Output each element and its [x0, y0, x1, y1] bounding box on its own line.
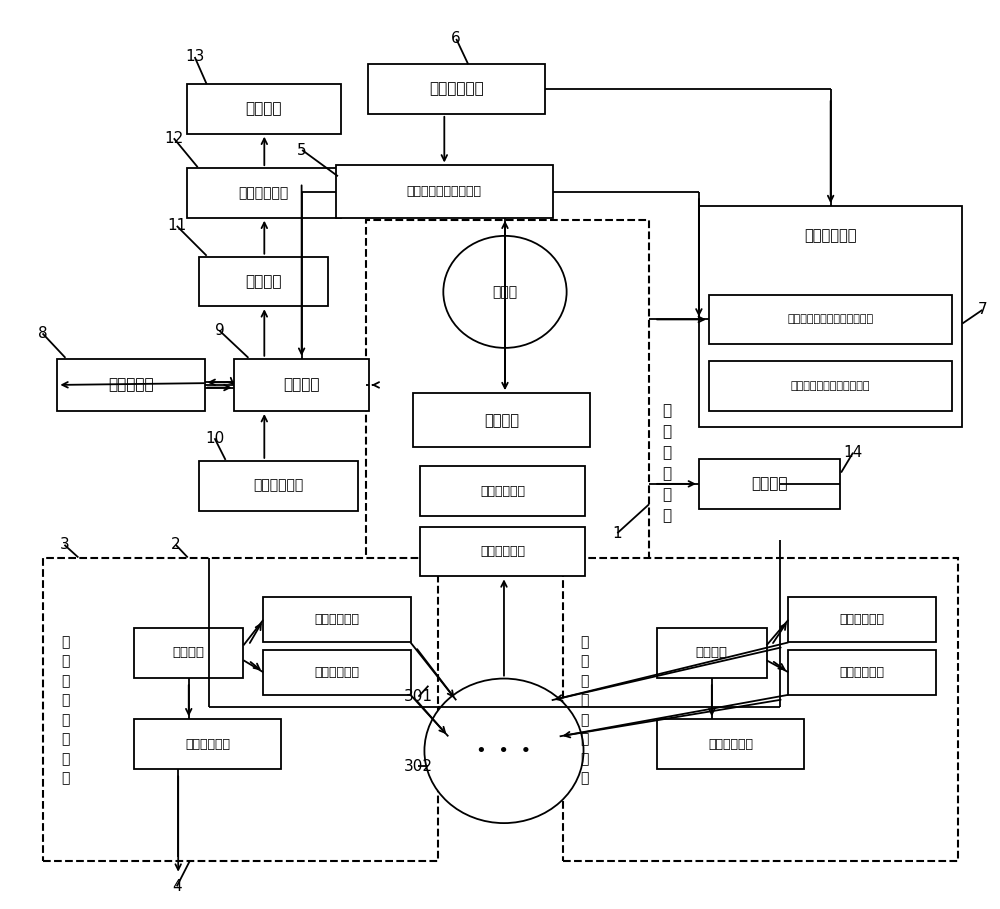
Text: 9: 9	[215, 324, 224, 338]
Text: 1: 1	[613, 525, 622, 541]
Text: 监控分析模块: 监控分析模块	[804, 228, 857, 244]
Text: 2: 2	[171, 537, 181, 553]
FancyBboxPatch shape	[420, 527, 585, 576]
Text: 土
壤
环
境
监
测
单
元: 土 壤 环 境 监 测 单 元	[580, 634, 589, 785]
Text: 14: 14	[843, 445, 863, 460]
Circle shape	[424, 678, 584, 824]
Text: 视频录制模块: 视频录制模块	[314, 665, 359, 679]
Text: 监测模块: 监测模块	[173, 646, 205, 659]
Text: 数据接收模块: 数据接收模块	[480, 545, 525, 558]
Text: 管理终端: 管理终端	[246, 102, 282, 116]
Text: 监测模块: 监测模块	[696, 646, 728, 659]
FancyBboxPatch shape	[788, 650, 936, 694]
Text: 无线传输模块: 无线传输模块	[239, 186, 289, 200]
Text: 差值计算模块: 差值计算模块	[429, 82, 484, 96]
Text: 土
壤
环
境
监
测
单
元: 土 壤 环 境 监 测 单 元	[61, 634, 70, 785]
FancyBboxPatch shape	[336, 165, 553, 218]
Text: 11: 11	[167, 218, 186, 234]
Text: 10: 10	[205, 431, 224, 445]
Text: 区域监控数据分类单元: 区域监控数据分类单元	[407, 185, 482, 198]
FancyBboxPatch shape	[199, 461, 358, 511]
Text: 13: 13	[185, 49, 204, 65]
Text: 警报模块: 警报模块	[751, 476, 788, 492]
Text: 植被外观区域监测数据分析: 植被外观区域监测数据分析	[791, 381, 870, 391]
Text: 视频录制模块: 视频录制模块	[839, 665, 884, 679]
FancyBboxPatch shape	[657, 719, 804, 769]
FancyBboxPatch shape	[563, 558, 958, 861]
Text: 固定时间段区域监测数据分析: 固定时间段区域监测数据分析	[788, 315, 874, 325]
FancyBboxPatch shape	[187, 85, 341, 134]
Text: 中
央
处
理
单
元: 中 央 处 理 单 元	[663, 404, 672, 524]
FancyBboxPatch shape	[57, 359, 205, 411]
Text: 数据校正单元: 数据校正单元	[253, 479, 303, 493]
Text: 定时拍照模块: 定时拍照模块	[839, 614, 884, 626]
Text: 301: 301	[404, 689, 433, 704]
FancyBboxPatch shape	[187, 168, 341, 218]
FancyBboxPatch shape	[788, 597, 936, 643]
Text: •  •  •: • • •	[476, 742, 532, 760]
Text: 采集单元: 采集单元	[484, 413, 519, 427]
FancyBboxPatch shape	[709, 362, 952, 411]
Text: 6: 6	[451, 32, 461, 46]
FancyBboxPatch shape	[413, 393, 590, 447]
FancyBboxPatch shape	[657, 628, 767, 677]
Text: 4: 4	[172, 879, 182, 894]
Text: 对比模块: 对比模块	[283, 377, 320, 393]
Text: 3: 3	[60, 537, 69, 553]
FancyBboxPatch shape	[134, 719, 281, 769]
Text: 图像采集模块: 图像采集模块	[480, 484, 525, 497]
Text: 数据储存库: 数据储存库	[108, 377, 154, 393]
FancyBboxPatch shape	[368, 65, 545, 114]
FancyBboxPatch shape	[420, 466, 585, 516]
FancyBboxPatch shape	[43, 558, 438, 861]
FancyBboxPatch shape	[366, 220, 649, 707]
Text: 12: 12	[164, 131, 183, 145]
FancyBboxPatch shape	[199, 256, 328, 306]
Text: 5: 5	[297, 143, 307, 157]
FancyBboxPatch shape	[263, 597, 411, 643]
Text: 定时拍照模块: 定时拍照模块	[314, 614, 359, 626]
Text: 处理器: 处理器	[492, 285, 518, 299]
FancyBboxPatch shape	[709, 295, 952, 345]
Text: 302: 302	[404, 759, 433, 774]
Text: 探针检测模块: 探针检测模块	[185, 737, 230, 751]
Text: 8: 8	[38, 326, 47, 341]
FancyBboxPatch shape	[699, 206, 962, 427]
FancyBboxPatch shape	[234, 359, 369, 411]
Text: 7: 7	[977, 303, 987, 317]
Circle shape	[443, 235, 567, 348]
Text: 探针检测模块: 探针检测模块	[708, 737, 753, 751]
FancyBboxPatch shape	[699, 459, 840, 509]
Text: 反馈模块: 反馈模块	[245, 274, 282, 289]
FancyBboxPatch shape	[134, 628, 243, 677]
FancyBboxPatch shape	[263, 650, 411, 694]
